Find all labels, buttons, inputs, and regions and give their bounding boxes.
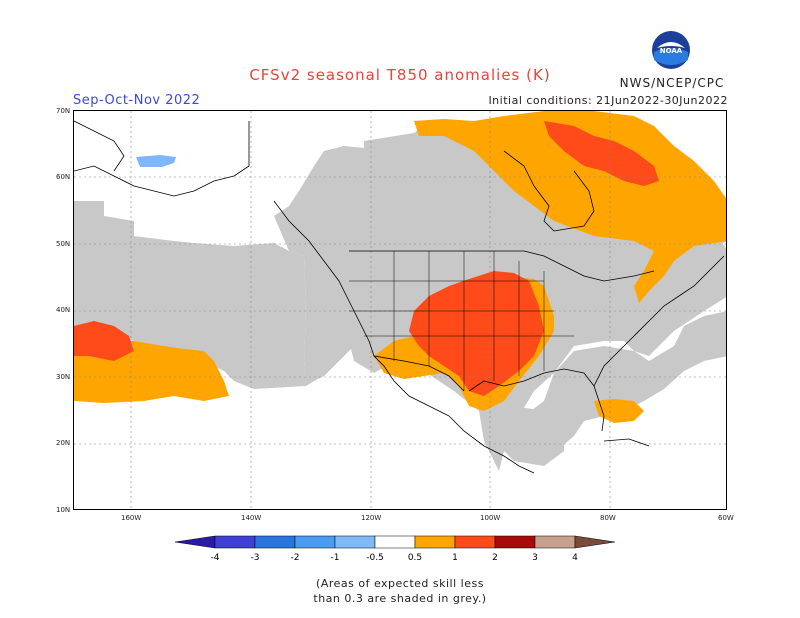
- colorbar-bin-neg1-neg05: [334, 535, 376, 549]
- colorbar-label-neg05: -0.5: [366, 553, 384, 563]
- colorbar-bin-neg4-neg3: [214, 535, 256, 549]
- state-borders: [349, 251, 574, 391]
- lon-label-80w: 80W: [600, 514, 616, 522]
- alaska-west: [74, 120, 125, 172]
- skill-footnote: (Areas of expected skill less than 0.3 a…: [0, 576, 800, 606]
- lat-label-10n: 10N: [56, 506, 71, 514]
- lat-label-20n: 20N: [56, 439, 71, 447]
- lat-label-70n: 70N: [56, 107, 71, 115]
- colorbar-label-neg3: -3: [251, 553, 260, 563]
- colorbar-bin-neg2-neg1: [294, 535, 336, 549]
- colorbar-bin-2-3: [494, 535, 536, 549]
- mexico-west-coast: [448, 415, 535, 474]
- gulf-coast: [468, 368, 600, 402]
- pacific-northwest-coast: [273, 200, 450, 417]
- lat-label-50n: 50N: [56, 240, 71, 248]
- lat-label-40n: 40N: [56, 306, 71, 314]
- orange-caribbean: [594, 399, 644, 423]
- logo-text: NOAA: [660, 47, 683, 55]
- lon-label-160w: 160W: [121, 514, 142, 522]
- alaska-coast: [74, 121, 250, 197]
- grey-east-coast-gulf: [519, 311, 726, 453]
- grey-gulf-mexico-south: [494, 406, 564, 466]
- red-hudson-bay-region: [544, 121, 659, 186]
- colorbar-label-4: 4: [572, 553, 578, 563]
- colorbar-bin-05-1: [414, 535, 456, 549]
- us-canada-border: [349, 250, 655, 282]
- lon-label-140w: 140W: [241, 514, 262, 522]
- lat-label-30n: 30N: [56, 373, 71, 381]
- agency-label: NWS/NCEP/CPC: [619, 76, 725, 90]
- initial-conditions-label: Initial conditions: 21Jun2022-30Jun2022: [488, 94, 728, 107]
- noaa-logo-icon: NOAA: [652, 31, 690, 69]
- anomaly-negative-bering: [136, 155, 176, 167]
- lon-label-100w: 100W: [480, 514, 501, 522]
- colorbar-label-1: 1: [452, 553, 458, 563]
- colorbar-bin-neutral: [374, 535, 416, 549]
- colorbar-label-05: 0.5: [408, 553, 422, 563]
- colorbar-bin-neg3-neg2: [254, 535, 296, 549]
- footnote-line-1: (Areas of expected skill less: [316, 577, 484, 590]
- red-central-pacific: [74, 321, 134, 361]
- grey-west-pacific: [74, 201, 306, 389]
- florida: [598, 400, 605, 432]
- coastlines: [74, 120, 725, 474]
- colorbar-bin-3-4: [534, 535, 576, 549]
- lon-label-60w: 60W: [718, 514, 734, 522]
- anomaly-positive-1-to-2: [74, 121, 659, 396]
- lon-label-120w: 120W: [361, 514, 382, 522]
- colorbar-label-neg2: -2: [291, 553, 300, 563]
- red-central-us: [409, 271, 544, 396]
- colorbar-label-2: 2: [492, 553, 498, 563]
- colorbar-label-neg4: -4: [211, 553, 220, 563]
- season-label: Sep-Oct-Nov 2022: [73, 93, 201, 108]
- anomaly-map: [73, 110, 727, 510]
- hudson-bay: [503, 150, 595, 232]
- east-coast: [593, 255, 725, 387]
- cuba: [603, 438, 650, 447]
- footnote-line-2: than 0.3 are shaded in grey.): [313, 592, 487, 605]
- orange-canada-east: [414, 111, 726, 303]
- colorbar-arrow-low: [174, 535, 216, 549]
- map-canvas: [74, 111, 726, 509]
- colorbar: -4 -3 -2 -1 -0.5 0.5 1 2 3 4: [174, 535, 616, 563]
- colorbar-label-3: 3: [532, 553, 538, 563]
- map-title: CFSv2 seasonal T850 anomalies (K): [249, 66, 551, 84]
- colorbar-label-neg1: -1: [331, 553, 340, 563]
- colorbar-bin-1-2: [454, 535, 496, 549]
- lat-label-60n: 60N: [56, 173, 71, 181]
- colorbar-arrow-high: [574, 535, 616, 549]
